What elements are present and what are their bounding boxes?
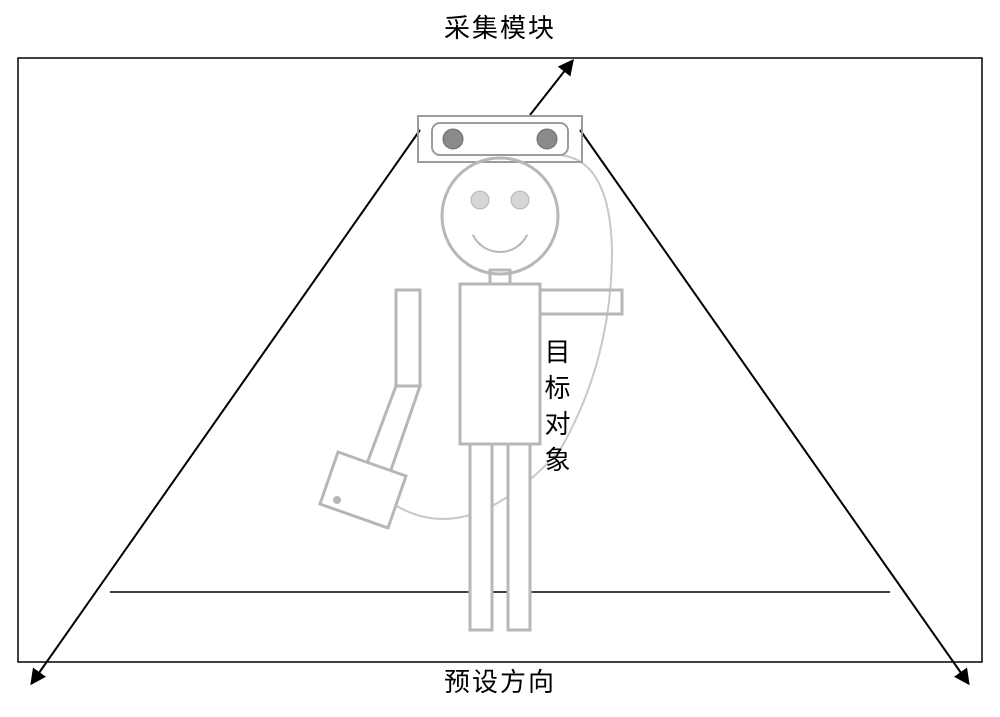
figure-smile xyxy=(473,235,527,252)
cable xyxy=(395,155,612,519)
figure-leg-right xyxy=(508,444,530,630)
diagram-svg xyxy=(0,0,1000,717)
phone-button xyxy=(333,496,341,504)
label-target: 目标对象 xyxy=(537,338,574,482)
figure-eye-right xyxy=(511,191,529,209)
collector-lens-left xyxy=(443,129,463,149)
collector-lens-right xyxy=(537,129,557,149)
label-bottom: 预设方向 xyxy=(0,662,1000,699)
fov-right xyxy=(580,130,966,680)
module-arrow xyxy=(530,64,570,115)
label-top: 采集模块 xyxy=(0,8,1000,45)
figure-torso xyxy=(460,284,540,444)
figure-forearm-left-upper xyxy=(396,290,420,386)
figure-leg-left xyxy=(470,444,492,630)
figure-head xyxy=(442,158,558,274)
figure-eye-left xyxy=(471,191,489,209)
fov-left xyxy=(34,130,420,680)
frame-rect xyxy=(18,58,982,662)
diagram-canvas: 采集模块 目标对象 预设方向 xyxy=(0,0,1000,717)
